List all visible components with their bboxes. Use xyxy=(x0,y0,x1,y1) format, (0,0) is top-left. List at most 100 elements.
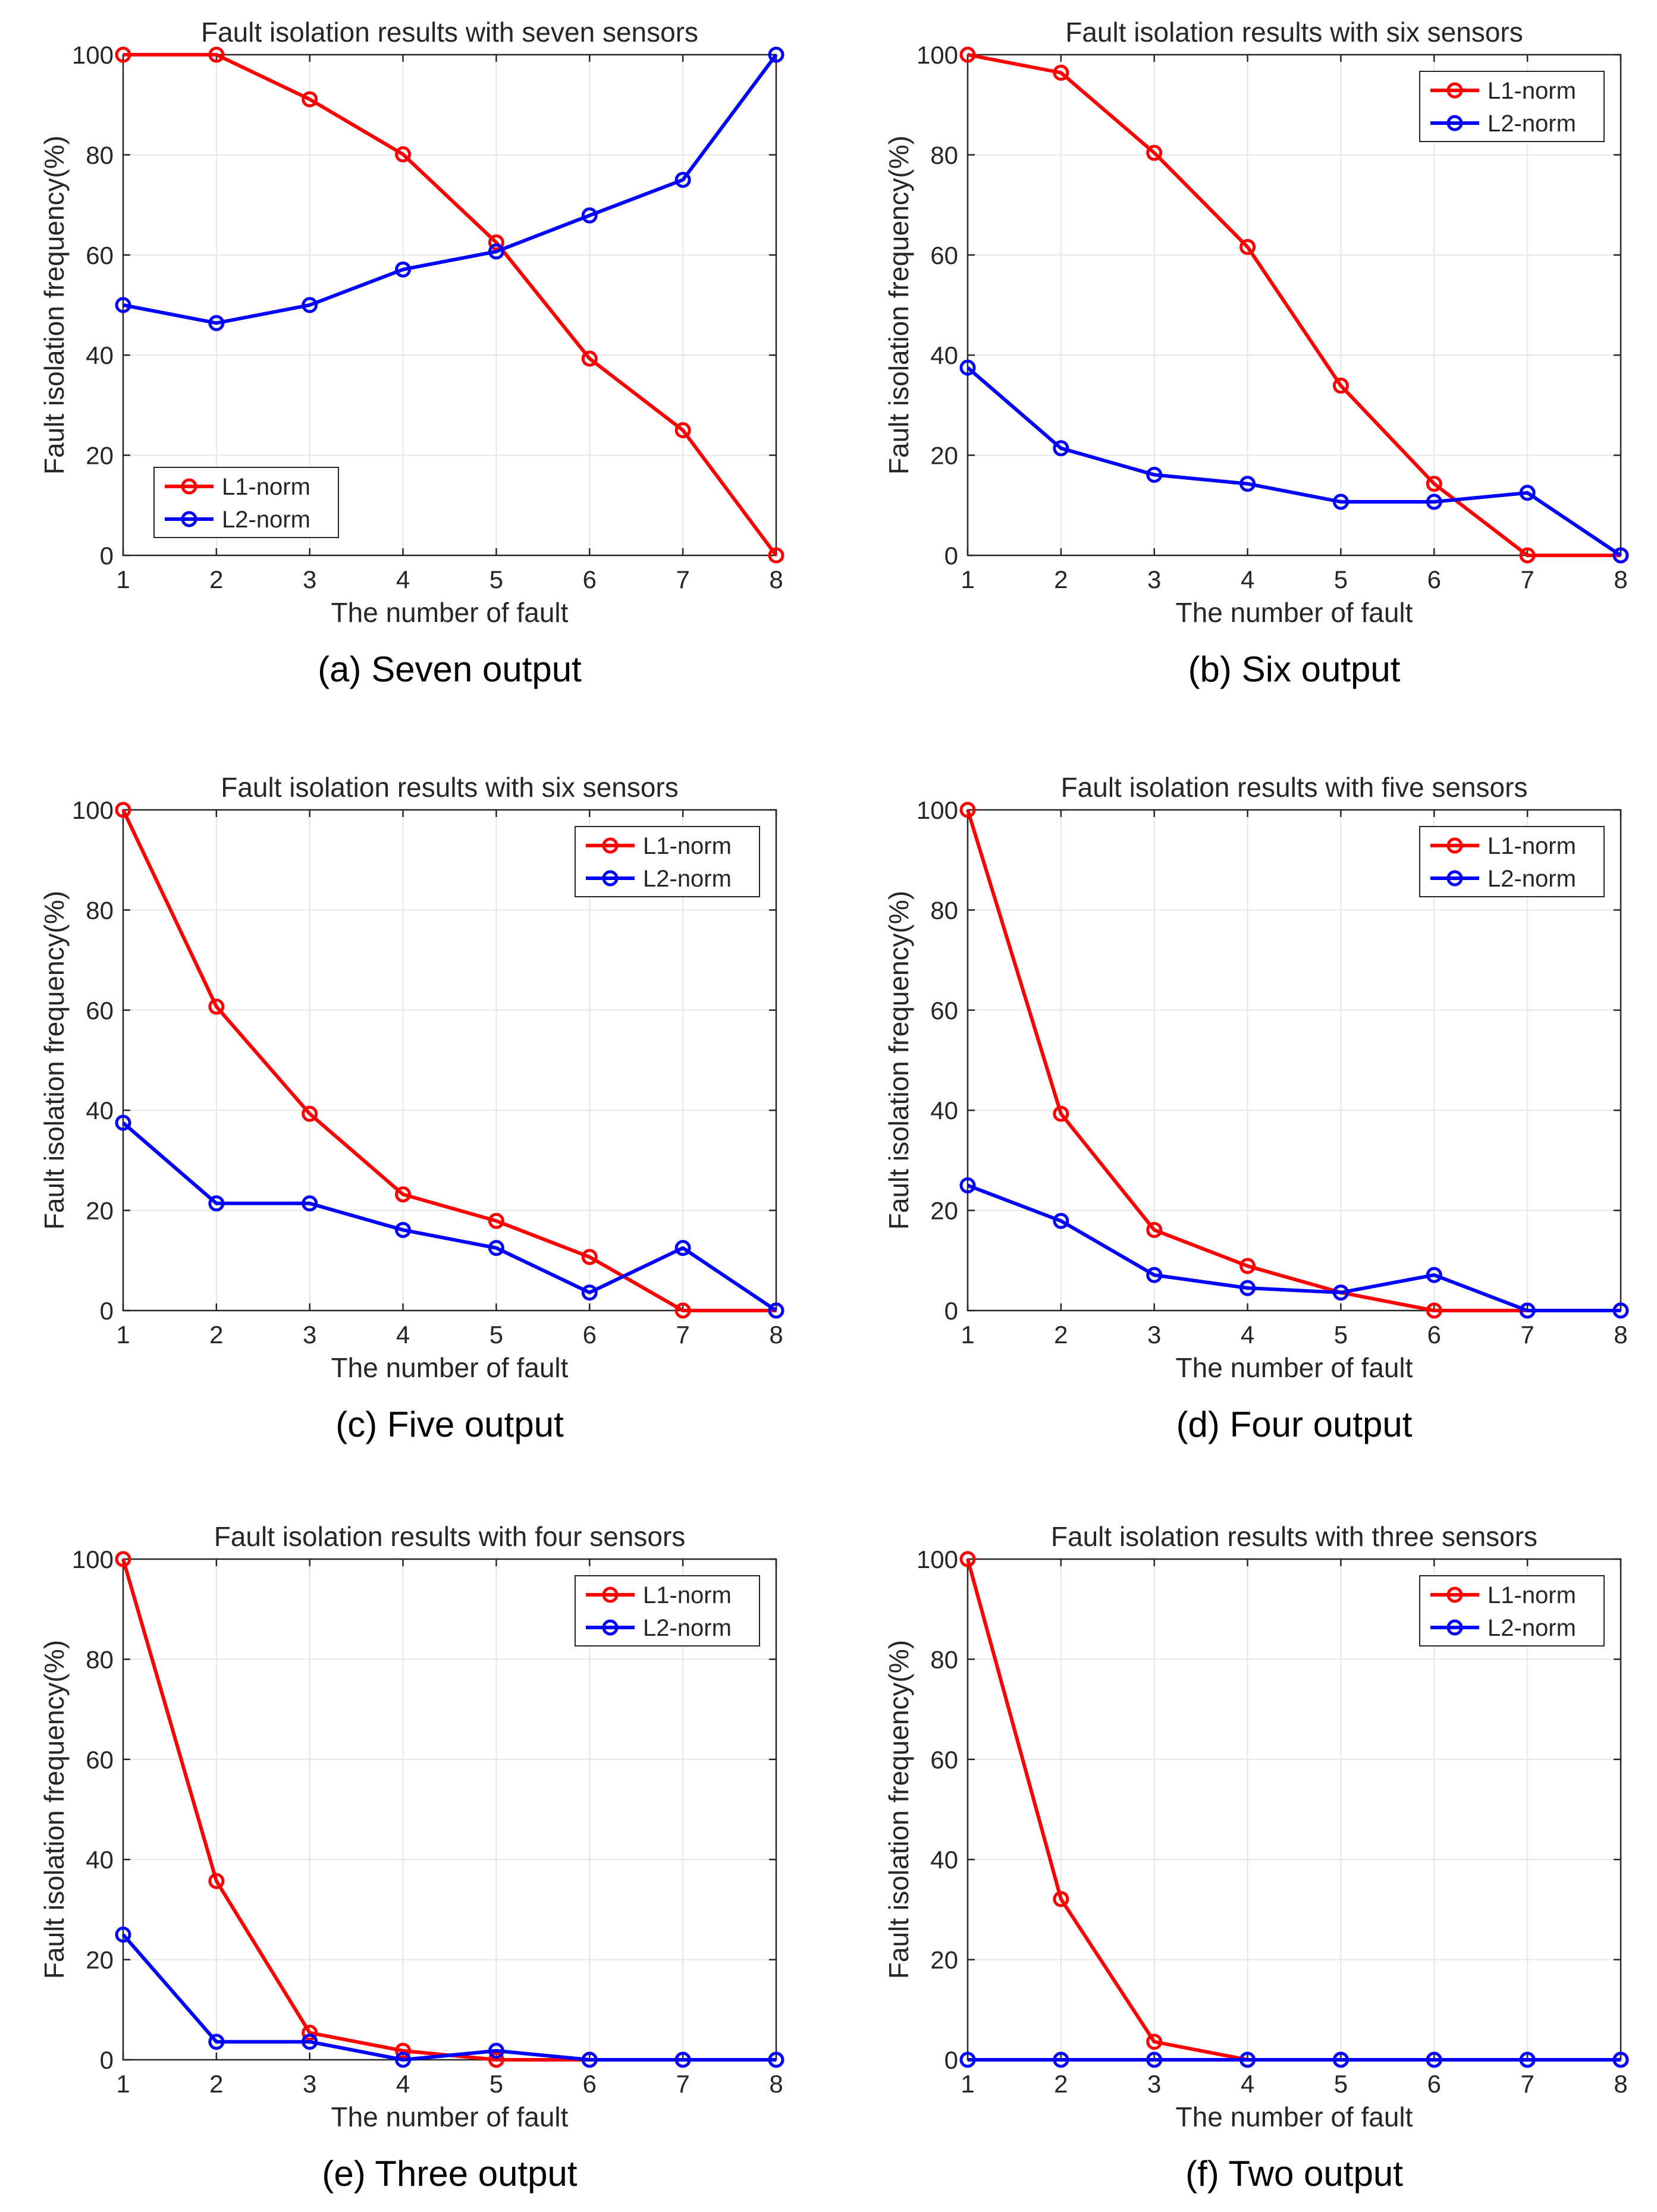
data-point xyxy=(115,46,131,63)
y-axis-label: Fault isolation frequency(%) xyxy=(883,891,914,1230)
data-point xyxy=(959,802,976,818)
data-point xyxy=(1612,2051,1629,2068)
chart-title: Fault isolation results with three senso… xyxy=(1051,1521,1537,1552)
x-tick-label: 5 xyxy=(1334,1321,1348,1349)
x-tick-label: 5 xyxy=(1334,565,1348,593)
data-point xyxy=(581,1249,598,1265)
x-tick-label: 6 xyxy=(583,2070,597,2098)
subfigure-caption: (e) Three output xyxy=(322,2154,577,2194)
x-tick-label: 5 xyxy=(1334,2070,1348,2098)
data-point xyxy=(1239,476,1256,492)
series-line xyxy=(966,1183,1621,1312)
series-l2-norm xyxy=(959,359,1629,564)
data-point xyxy=(581,207,598,224)
legend: L1-norm L2-norm xyxy=(1419,826,1605,897)
legend-marker xyxy=(1446,870,1463,887)
data-point xyxy=(1332,2051,1349,2068)
legend-marker xyxy=(181,478,197,495)
x-tick-label: 6 xyxy=(1427,2070,1441,2098)
y-tick-label: 60 xyxy=(86,1746,114,1774)
data-point xyxy=(959,359,976,376)
x-tick-label: 2 xyxy=(209,1321,223,1349)
data-point xyxy=(1053,64,1069,81)
data-point xyxy=(208,2034,225,2050)
data-point xyxy=(959,46,976,63)
data-point xyxy=(488,243,504,260)
data-point xyxy=(1053,2051,1069,2068)
x-tick-label: 3 xyxy=(303,2070,316,2098)
x-tick-label: 6 xyxy=(1427,565,1441,593)
y-axis-label: Fault isolation frequency(%) xyxy=(39,891,70,1230)
data-point xyxy=(1239,238,1256,255)
data-point xyxy=(1519,485,1536,501)
subfigure-caption: (b) Six output xyxy=(1188,649,1401,689)
subfigure-caption: (f) Two output xyxy=(1185,2154,1403,2194)
series-l1-norm xyxy=(959,46,1629,564)
x-tick-label: 2 xyxy=(1054,2070,1068,2098)
x-tick-label: 3 xyxy=(1147,565,1161,593)
x-tick-label: 6 xyxy=(583,1321,597,1349)
y-tick-label: 0 xyxy=(100,2046,114,2074)
data-point xyxy=(208,998,225,1015)
data-point xyxy=(488,2051,504,2068)
data-point xyxy=(208,1872,225,1889)
legend-label: L2-norm xyxy=(643,866,732,892)
data-point xyxy=(1519,1302,1536,1319)
data-point xyxy=(1519,2051,1536,2068)
y-tick-label: 20 xyxy=(930,1946,958,1974)
legend-label: L2-norm xyxy=(1487,1615,1576,1641)
x-tick-label: 8 xyxy=(1614,2070,1627,2098)
series-line xyxy=(966,809,1621,1312)
x-tick-label: 1 xyxy=(961,2070,974,2098)
legend-label: L1-norm xyxy=(1487,833,1576,859)
x-tick-label: 2 xyxy=(1054,1321,1068,1349)
y-tick-label: 40 xyxy=(86,1096,114,1124)
data-point xyxy=(1239,1258,1256,1274)
series-line xyxy=(121,809,776,1312)
x-tick-label: 5 xyxy=(489,1321,503,1349)
x-tick-label: 7 xyxy=(1520,1321,1534,1349)
data-point xyxy=(674,172,691,188)
x-axis-label: The number of fault xyxy=(331,2101,569,2132)
y-tick-label: 60 xyxy=(930,997,958,1025)
chart-title: Fault isolation results with four sensor… xyxy=(214,1521,686,1552)
data-point xyxy=(1053,440,1069,457)
series-line xyxy=(967,53,1621,557)
x-tick-label: 6 xyxy=(583,565,597,593)
x-axis-label: The number of fault xyxy=(1176,1352,1413,1383)
y-axis-label: Fault isolation frequency(%) xyxy=(39,1640,70,1979)
legend-label: L2-norm xyxy=(1487,866,1576,892)
y-tick-label: 80 xyxy=(86,141,114,169)
axes-frame xyxy=(122,809,777,1312)
series-l2-norm xyxy=(115,1114,784,1319)
x-tick-label: 5 xyxy=(489,2070,503,2098)
legend-marker xyxy=(1446,1586,1463,1603)
data-point xyxy=(674,1302,691,1319)
y-axis-label: Fault isolation frequency(%) xyxy=(39,136,70,475)
data-point xyxy=(768,2051,784,2068)
x-tick-label: 8 xyxy=(769,1321,783,1349)
data-point xyxy=(1239,2051,1256,2068)
legend: L1-norm L2-norm xyxy=(1419,71,1605,142)
x-tick-label: 4 xyxy=(396,2070,410,2098)
series-line xyxy=(123,54,778,325)
y-tick-label: 20 xyxy=(86,1197,114,1225)
chart-title: Fault isolation results with five sensor… xyxy=(1061,772,1528,803)
series-l2-norm xyxy=(959,2051,1629,2068)
data-point xyxy=(302,1105,318,1122)
series-l1-norm xyxy=(115,46,784,564)
subfigure-caption: (a) Seven output xyxy=(318,649,582,689)
data-point xyxy=(395,1186,412,1203)
chart-title: Fault isolation results with six sensors xyxy=(1065,17,1523,48)
series-l2-norm xyxy=(115,46,784,331)
series-line xyxy=(123,53,778,557)
x-tick-label: 4 xyxy=(1241,1321,1254,1349)
x-axis-label: The number of fault xyxy=(331,1352,569,1383)
y-tick-label: 80 xyxy=(86,896,114,924)
x-tick-label: 4 xyxy=(1241,2070,1254,2098)
y-tick-label: 20 xyxy=(86,1946,114,1974)
